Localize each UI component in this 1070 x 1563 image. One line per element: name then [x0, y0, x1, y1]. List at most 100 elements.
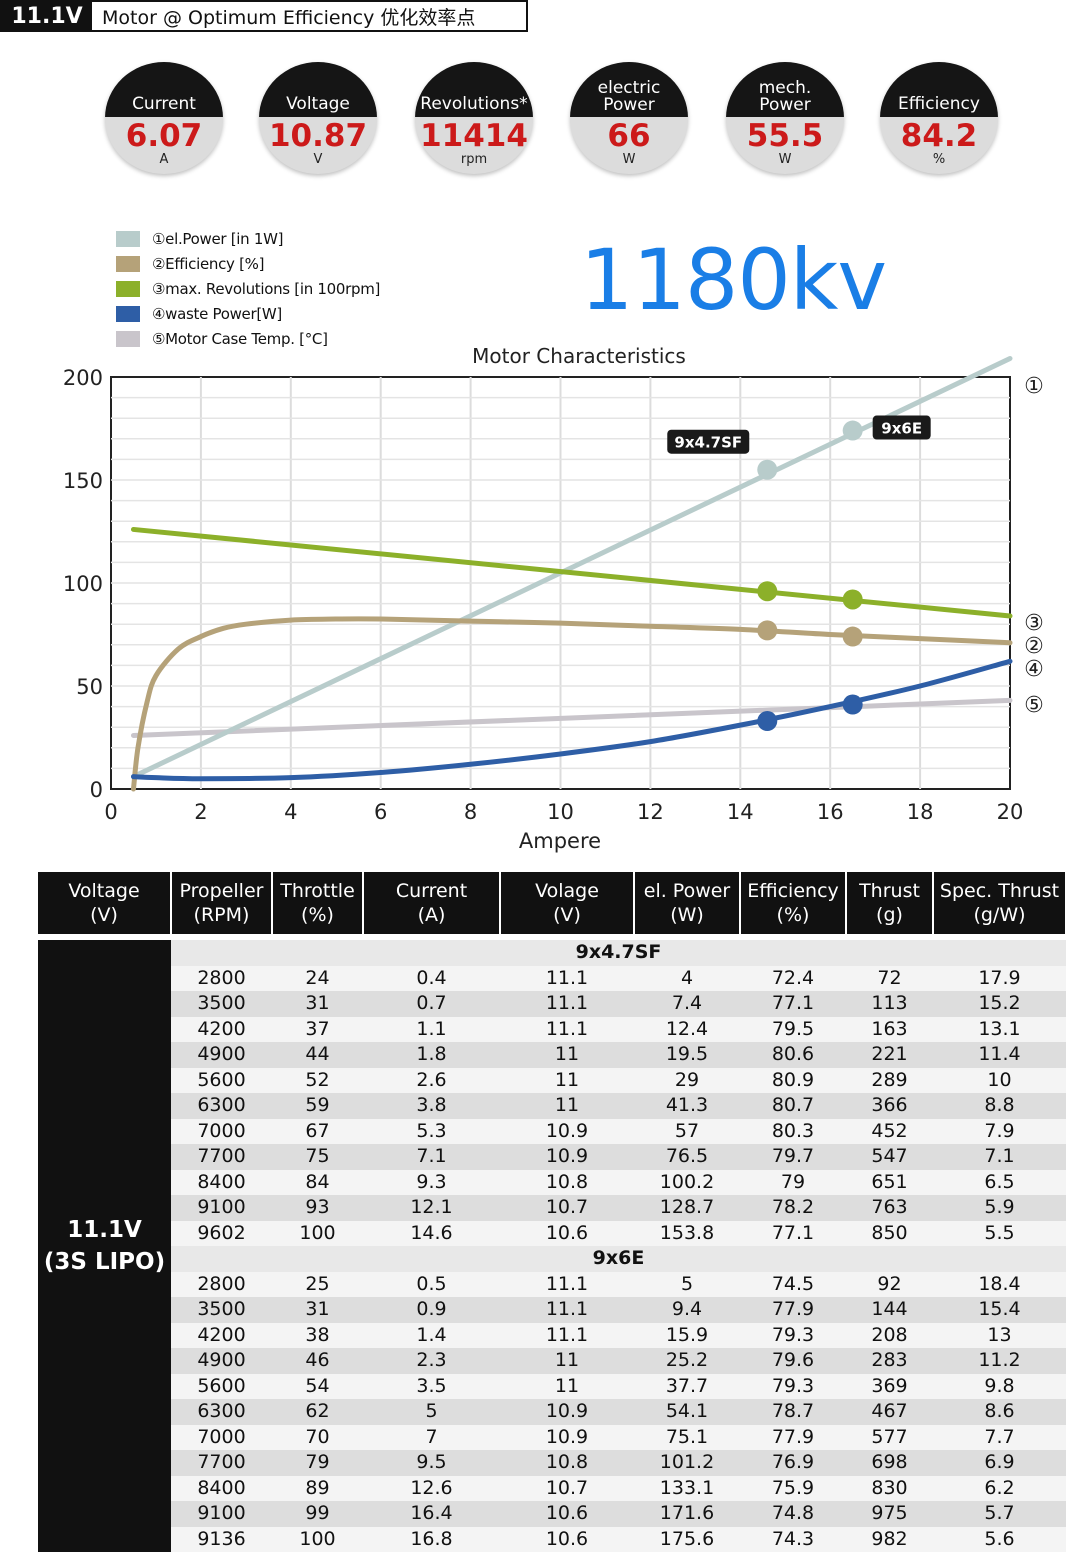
table-row: 8400 89 12.6 10.7 133.1 75.9 830 6.2 — [38, 1475, 1066, 1501]
gauge-voltage: Voltage 10.87 V — [259, 62, 377, 174]
table-cell: 221 — [846, 1042, 933, 1068]
table-cell: 89 — [272, 1475, 363, 1501]
gauge-value: 66 — [607, 118, 651, 154]
table-cell: 1.1 — [363, 1016, 500, 1042]
table-cell: 12.6 — [363, 1475, 500, 1501]
gauge-value: 55.5 — [746, 118, 824, 154]
table-cell: 76.9 — [740, 1450, 846, 1476]
table-cell: 10.9 — [500, 1424, 634, 1450]
table-cell: 9100 — [171, 1195, 272, 1221]
page-header: 11.1V Motor @ Optimum Efficiency 优化效率点 — [0, 0, 528, 32]
gauge-label: Efficiency — [880, 62, 998, 117]
table-cell: 830 — [846, 1475, 933, 1501]
table-cell: 75.9 — [740, 1475, 846, 1501]
table-cell: 25 — [272, 1271, 363, 1297]
x-tick-label: 18 — [907, 800, 934, 824]
table-cell: 72 — [846, 965, 933, 991]
table-cell: 15.9 — [634, 1322, 740, 1348]
operating-point-dot — [842, 694, 863, 715]
table-cell: 128.7 — [634, 1195, 740, 1221]
table-cell: 5.7 — [933, 1501, 1066, 1527]
table-cell: 0.9 — [363, 1297, 500, 1323]
operating-point-dot — [757, 581, 778, 602]
table-cell: 10.8 — [500, 1169, 634, 1195]
header-title: Motor @ Optimum Efficiency 优化效率点 — [102, 6, 476, 29]
table-cell: 10.7 — [500, 1475, 634, 1501]
y-tick-label: 150 — [63, 469, 103, 493]
table-cell: 79 — [272, 1450, 363, 1476]
table-cell: 11.1 — [500, 1016, 634, 1042]
table-row: 4900 44 1.8 11 19.5 80.6 221 11.4 — [38, 1042, 1066, 1068]
table-group-row: 9x6E — [38, 1246, 1066, 1272]
table-cell: 79.3 — [740, 1322, 846, 1348]
y-tick-label: 0 — [90, 778, 103, 802]
table-cell: 11 — [500, 1067, 634, 1093]
table-cell: 763 — [846, 1195, 933, 1221]
gauge-value: 84.2 — [900, 118, 978, 154]
table-cell: 11.1 — [500, 1322, 634, 1348]
operating-point-tag — [667, 429, 750, 454]
table-row: 9602 100 14.6 10.6 153.8 77.1 850 5.5 — [38, 1220, 1066, 1246]
table-cell: 54 — [272, 1373, 363, 1399]
table-cell: 6.5 — [933, 1169, 1066, 1195]
table-cell: 366 — [846, 1093, 933, 1119]
table-cell: 0.7 — [363, 991, 500, 1017]
table-cell: 77.9 — [740, 1424, 846, 1450]
table-cell: 11.1 — [500, 1271, 634, 1297]
table-cell: 8.8 — [933, 1093, 1066, 1119]
table-cell: 14.6 — [363, 1220, 500, 1246]
table-cell: 171.6 — [634, 1501, 740, 1527]
table-cell: 12.1 — [363, 1195, 500, 1221]
series-line-5 — [130, 697, 1013, 738]
voltage-cell: 11.1V (3S LIPO) — [38, 940, 171, 1552]
x-tick-label: 12 — [637, 800, 664, 824]
table-cell: 7.9 — [933, 1118, 1066, 1144]
table-cell: 289 — [846, 1067, 933, 1093]
legend-swatch — [116, 230, 140, 247]
table-cell: 2.6 — [363, 1067, 500, 1093]
table-row: 8400 84 9.3 10.8 100.2 79 651 6.5 — [38, 1169, 1066, 1195]
gauge-efficiency: Efficiency 84.2% — [880, 62, 998, 174]
gauge-electric-power: electric Power 66 W — [570, 62, 688, 174]
operating-point-dot — [757, 711, 778, 732]
table-cell: 80.9 — [740, 1067, 846, 1093]
table-spacer-row — [38, 934, 1066, 940]
table-cell: 153.8 — [634, 1220, 740, 1246]
legend-item: ⑤Motor Case Temp. [°C] — [116, 326, 380, 351]
table-cell: 9136 — [171, 1526, 272, 1552]
table-cell: 59 — [272, 1093, 363, 1119]
performance-table: Voltage (V) Propeller (RPM) Throttle (%) Curre… — [38, 872, 1067, 1552]
operating-point-label: 9x4.7SF — [674, 434, 742, 452]
table-row: 3500 31 0.9 11.1 9.4 77.9 144 15.4 — [38, 1297, 1066, 1323]
table-row: 3500 31 0.7 11.1 7.4 77.1 113 15.2 — [38, 991, 1066, 1017]
table-cell: 44 — [272, 1042, 363, 1068]
group-name: 9x6E — [171, 1246, 1066, 1272]
series-end-marker: ① — [1024, 374, 1044, 399]
table-cell: 1.4 — [363, 1322, 500, 1348]
table-cell: 11 — [500, 1093, 634, 1119]
table-cell: 651 — [846, 1169, 933, 1195]
table-cell: 6300 — [171, 1093, 272, 1119]
y-tick-label: 200 — [63, 366, 103, 390]
table-cell: 467 — [846, 1399, 933, 1425]
operating-point-label: 9x6E — [881, 420, 922, 438]
y-tick-label: 50 — [76, 675, 103, 699]
table-cell: 74.5 — [740, 1271, 846, 1297]
x-axis-label: Ampere — [519, 829, 601, 853]
table-cell: 175.6 — [634, 1526, 740, 1552]
table-cell: 84 — [272, 1169, 363, 1195]
table-cell: 99 — [272, 1501, 363, 1527]
table-cell: 25.2 — [634, 1348, 740, 1374]
table-cell: 7700 — [171, 1450, 272, 1476]
table-header-row: Voltage (V) Propeller (RPM) Throttle (%) Curre… — [38, 872, 1067, 934]
table-cell: 163 — [846, 1016, 933, 1042]
table-cell: 547 — [846, 1144, 933, 1170]
table-header-cell: Current (A) — [363, 872, 501, 934]
table-cell: 37 — [272, 1016, 363, 1042]
legend-item: ④waste Power[W] — [116, 301, 380, 326]
series-line-1 — [130, 355, 1013, 780]
table-cell: 17.9 — [933, 965, 1066, 991]
gauge-unit: % — [932, 152, 946, 167]
table-cell: 37.7 — [634, 1373, 740, 1399]
table-cell: 10.7 — [500, 1195, 634, 1221]
